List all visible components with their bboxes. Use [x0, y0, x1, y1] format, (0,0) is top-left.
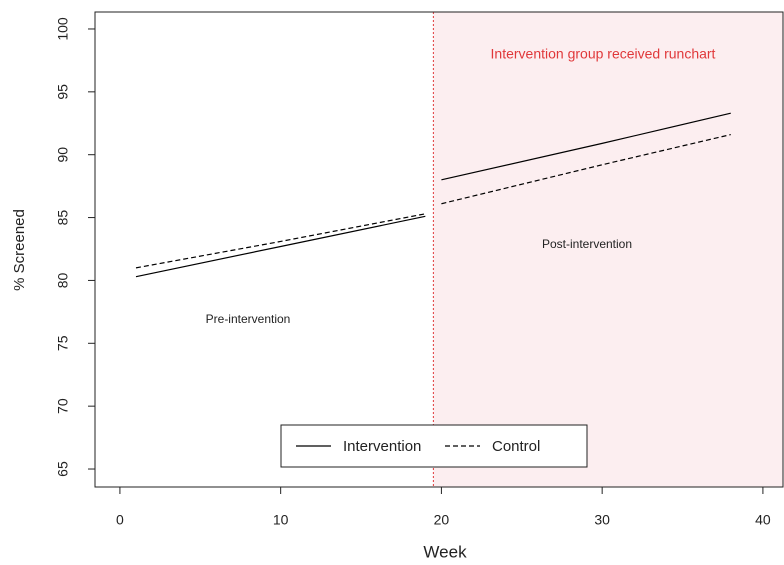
x-tick-label: 40: [755, 512, 771, 528]
y-axis-label: % Screened: [11, 209, 28, 291]
y-tick-label: 95: [55, 84, 71, 100]
y-tick-label: 100: [55, 17, 71, 41]
x-axis-label: Week: [423, 542, 467, 561]
y-tick-label: 65: [55, 461, 71, 477]
annotation: Post-intervention: [542, 237, 632, 251]
annotation: Intervention group received runchart: [491, 46, 716, 62]
series-line: [135, 134, 731, 269]
y-tick-label: 80: [55, 272, 71, 288]
x-tick-label: 0: [116, 512, 124, 528]
y-tick-label: 85: [55, 210, 71, 226]
y-tick-label: 70: [55, 398, 71, 414]
plot-frame: [94, 11, 784, 488]
annotation: Pre-intervention: [206, 312, 291, 326]
post-intervention-region: [433, 12, 783, 487]
y-tick-label: 90: [55, 147, 71, 163]
x-tick-label: 10: [273, 512, 289, 528]
series-line: [135, 112, 731, 278]
legend-box: [280, 424, 588, 468]
y-tick-label: 75: [55, 335, 71, 351]
x-tick-label: 30: [594, 512, 610, 528]
legend-label: Intervention: [343, 438, 421, 455]
x-tick-label: 20: [434, 512, 450, 528]
legend-label: Control: [492, 438, 540, 455]
